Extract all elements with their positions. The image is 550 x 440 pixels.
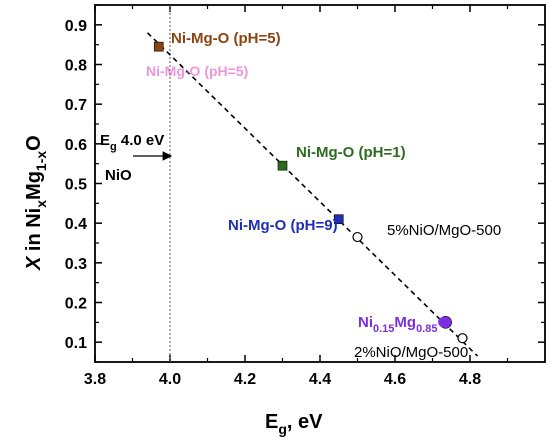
x-tick-label: 4.6 [384,371,406,388]
y-tick-label: 0.7 [65,97,87,114]
plot-frame [94,4,546,363]
y-axis-title: X in NixMg1-xO [23,135,49,271]
x-tick-label: 4.0 [159,371,181,388]
y-tick-label: 0.6 [65,137,87,154]
x-tick-label: 4.2 [234,371,256,388]
nio-annotation: NiO [105,167,132,184]
label-ph5-faded: Ni-Mg-O (pH=5) [146,63,248,79]
y-tick-labels: 0.1 0.2 0.3 0.4 0.5 0.6 0.7 0.8 0.9 [65,18,87,352]
data-point-series-0 [153,41,164,52]
y-tick-label: 0.5 [65,177,87,194]
y-tick-label: 0.3 [65,256,87,273]
label-5pct-nio-mgo: 5%NiO/MgO-500 [387,222,501,239]
x-tick-labels: 3.8 4.0 4.2 4.4 4.6 4.8 [84,371,481,388]
fit-line [146,32,479,357]
data-points [153,41,468,344]
x-tick-label: 3.8 [84,371,106,388]
label-ph1: Ni-Mg-O (pH=1) [296,144,406,161]
y-tick-label: 0.2 [65,296,87,313]
y-tick-label: 0.1 [65,335,87,352]
data-point-series-5 [457,333,468,344]
data-point-series-2 [333,214,344,224]
x-tick-label: 4.4 [309,371,331,388]
y-tick-label: 0.8 [65,58,87,75]
eg-annotation: Eg 4.0 eV [100,132,164,153]
data-point-series-4 [439,316,452,329]
label-ph5: Ni-Mg-O (pH=5) [171,30,281,47]
x-tick-label: 4.8 [459,371,481,388]
label-ph9: Ni-Mg-O (pH=9) [228,217,338,234]
label-ni015mg085o: Ni0.15Mg0.85O [358,314,450,335]
y-tick-label: 0.9 [65,18,87,35]
axis-ticks [94,4,545,363]
data-point-series-1 [277,160,288,171]
data-point-series-3 [352,231,363,243]
x-axis-title: Eg, eV [265,411,323,437]
y-tick-label: 0.4 [65,216,87,233]
label-2pct-nio-mgo: 2%NiO/MgO-500 [354,344,468,361]
